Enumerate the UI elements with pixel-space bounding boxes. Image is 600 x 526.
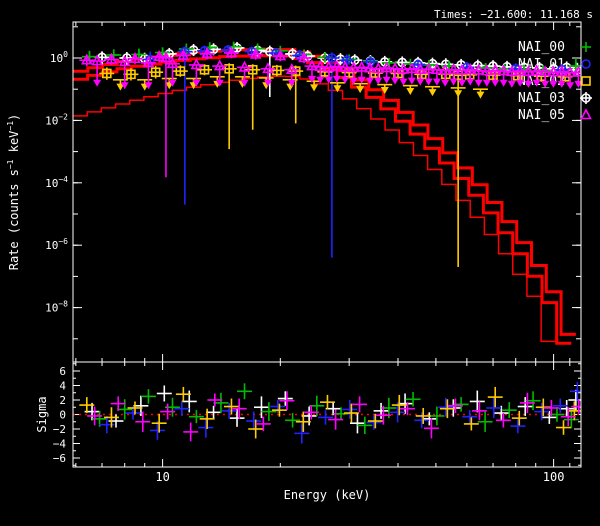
- upper-limit-arrow-icon: [332, 75, 341, 83]
- upper-limit-arrow-icon: [310, 84, 319, 92]
- upper-limit-arrow-icon: [192, 79, 201, 87]
- series-NAI_05: [79, 46, 581, 178]
- upper-limit-arrow-icon: [356, 86, 365, 94]
- upper-limit-arrow-icon: [407, 77, 416, 85]
- y-tick-label: 100: [50, 50, 68, 65]
- sigma-series-NAI_02: [79, 386, 581, 439]
- legend-label-NAI_03: NAI_03: [518, 91, 565, 106]
- upper-limit-arrow-icon: [557, 80, 566, 88]
- upper-limit-arrow-icon: [333, 85, 342, 93]
- sigma-series-NAI_05: [87, 391, 581, 442]
- y-tick-label: 10−8: [45, 300, 68, 315]
- upper-limit-arrow-icon: [307, 75, 316, 83]
- upper-limit-arrow-icon: [399, 78, 408, 86]
- upper-limit-arrow-icon: [428, 89, 437, 97]
- upper-limit-arrow-icon: [491, 79, 500, 87]
- sigma-tick-label: 4: [59, 380, 66, 393]
- upper-limit-arrow-icon: [240, 79, 249, 87]
- x-tick-label: 100: [543, 470, 565, 484]
- upper-limit-arrow-icon: [316, 76, 325, 84]
- y-tick-label: 10−6: [45, 237, 68, 252]
- triangle-icon: [580, 108, 592, 120]
- upper-limit-arrow-icon: [541, 80, 550, 88]
- upper-limit-arrow-icon: [120, 82, 129, 90]
- upper-limit-arrow-icon: [144, 82, 153, 90]
- upper-limit-arrow-icon: [287, 79, 296, 87]
- upper-limit-arrow-icon: [507, 80, 516, 88]
- upper-limit-arrow-icon: [357, 76, 366, 84]
- sigma-tick-label: 0: [59, 409, 66, 422]
- upper-limit-arrow-icon: [466, 78, 475, 86]
- square-icon: [581, 76, 591, 86]
- y-axis-title: Rate (counts s−1 keV−1): [6, 114, 21, 271]
- upper-limit-arrow-icon: [215, 79, 224, 87]
- sigma-axis-title: Sigma: [35, 396, 49, 432]
- x-axis-title: Energy (keV): [284, 488, 371, 502]
- upper-limit-arrow-icon: [574, 80, 581, 88]
- upper-limit-arrow-icon: [449, 78, 458, 86]
- upper-limit-arrow-icon: [474, 79, 483, 87]
- times-label: Times: −21.600: 11.168 s: [434, 8, 593, 21]
- sigma-tick-label: −4: [53, 438, 67, 451]
- upper-limit-arrow-icon: [454, 90, 463, 98]
- upper-limit-arrow-icon: [424, 78, 433, 86]
- upper-limit-arrow-icon: [341, 76, 350, 84]
- y-tick-label: 10−4: [45, 175, 68, 190]
- upper-limit-arrow-icon: [457, 79, 466, 87]
- plus-icon: [581, 42, 591, 52]
- residuals: [73, 381, 581, 444]
- sigma-tick-label: 2: [59, 394, 66, 407]
- upper-limit-arrow-icon: [416, 78, 425, 86]
- upper-limit-arrow-icon: [476, 91, 485, 99]
- upper-limit-arrow-icon: [116, 83, 125, 91]
- upper-limit-arrow-icon: [441, 79, 450, 87]
- axes: [72, 21, 582, 468]
- circle-icon: [581, 59, 591, 69]
- upper-limit-arrow-icon: [432, 78, 441, 86]
- upper-limit-arrow-icon: [365, 77, 374, 85]
- upper-limit-arrow-icon: [406, 88, 415, 96]
- upper-limit-arrow-icon: [391, 77, 400, 85]
- upper-limit-arrow-icon: [482, 79, 491, 87]
- upper-limit-arrow-icon: [499, 79, 508, 87]
- upper-limit-arrow-icon: [566, 82, 575, 90]
- upper-limit-arrow-icon: [324, 76, 333, 84]
- upper-limit-arrow-icon: [349, 77, 358, 85]
- upper-limit-arrow-icon: [516, 79, 525, 87]
- y-tick-label: 10−2: [45, 112, 68, 127]
- upper-limit-arrow-icon: [532, 79, 541, 87]
- upper-limit-arrow-icon: [93, 79, 102, 87]
- upper-limit-arrow-icon: [380, 87, 389, 95]
- upper-limit-arrow-icon: [524, 80, 533, 88]
- upper-limit-arrow-icon: [549, 80, 558, 88]
- legend-label-NAI_05: NAI_05: [518, 108, 565, 123]
- circle-plus-icon: [580, 92, 592, 104]
- sigma-tick-label: −6: [53, 452, 66, 465]
- upper-limit-arrow-icon: [374, 77, 383, 85]
- upper-limit-arrow-icon: [168, 79, 177, 87]
- sigma-tick-label: 6: [59, 365, 66, 378]
- x-tick-label: 10: [155, 470, 169, 484]
- upper-limit-arrow-icon: [382, 76, 391, 84]
- legend-label-NAI_00: NAI_00: [518, 40, 565, 55]
- sigma-tick-label: −2: [53, 423, 66, 436]
- upper-limit-arrow-icon: [263, 79, 272, 87]
